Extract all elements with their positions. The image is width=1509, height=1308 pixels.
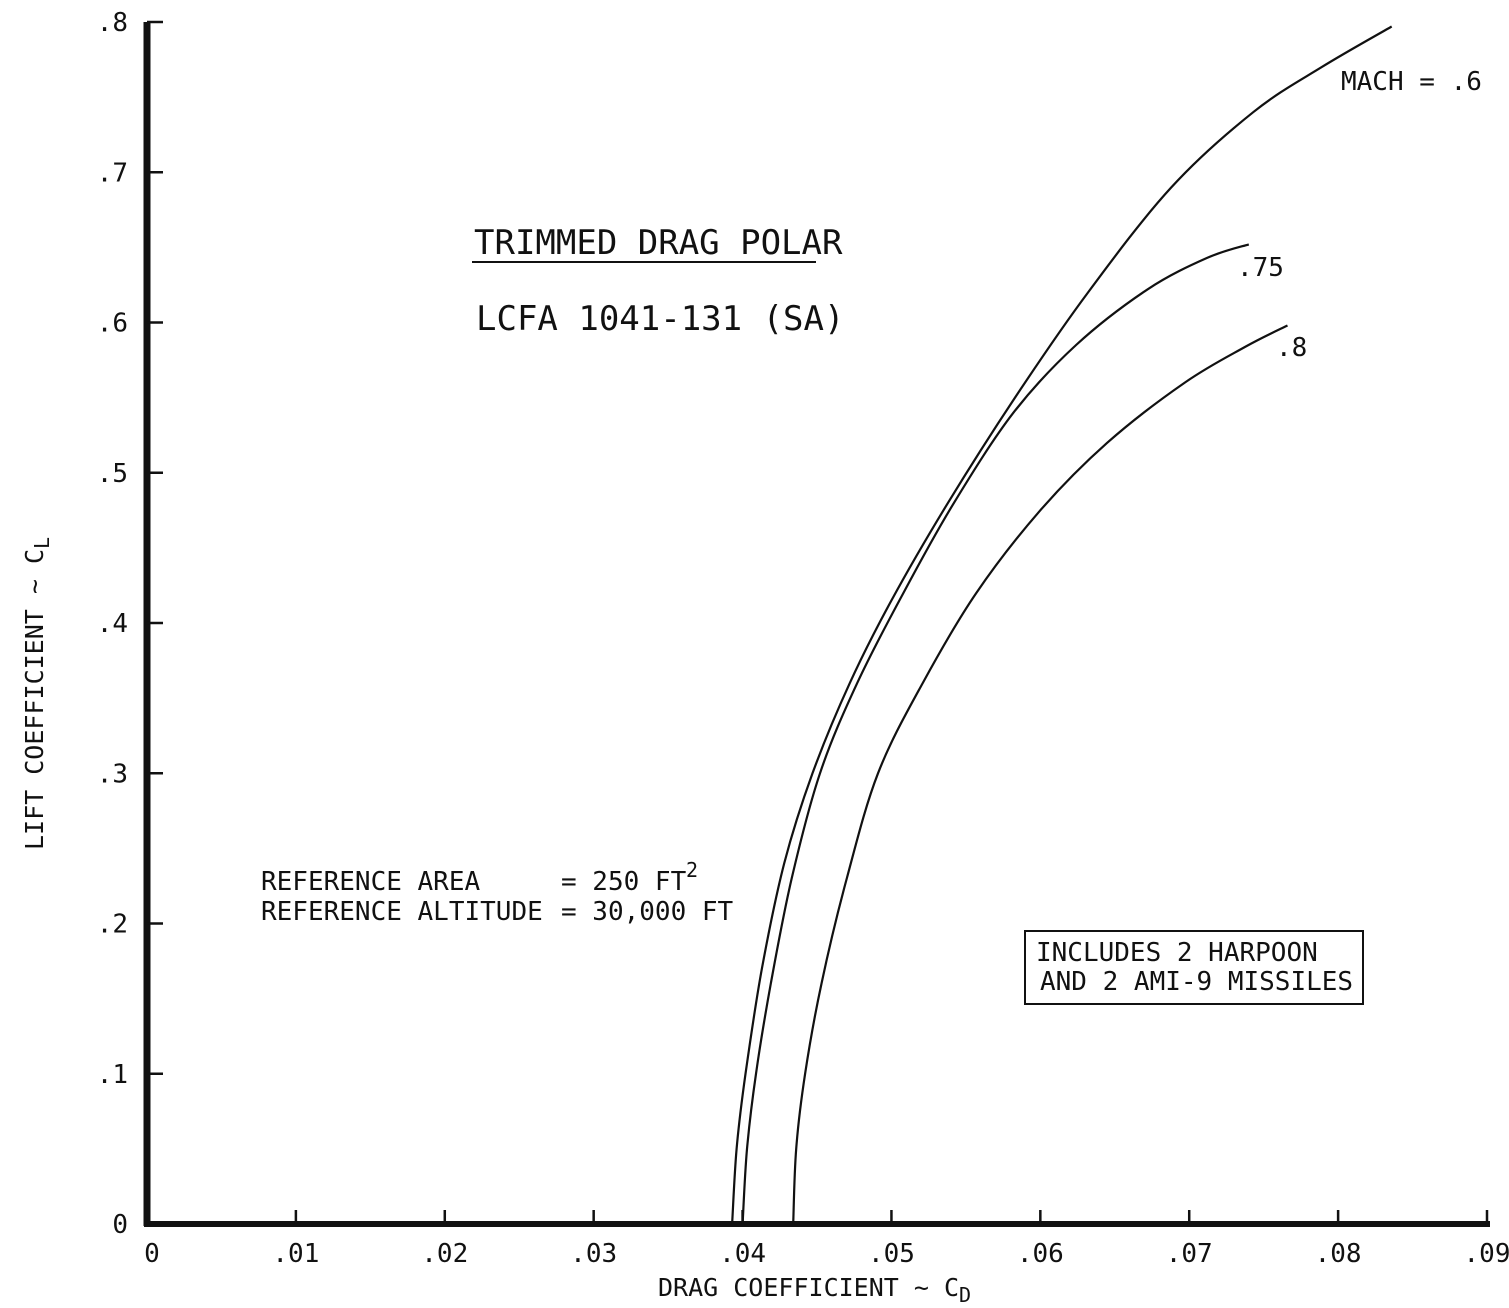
- x-axis-title-subscript: D: [959, 1283, 971, 1307]
- x-tick-label: .02: [421, 1239, 468, 1269]
- reference-area-superscript: 2: [686, 858, 698, 882]
- y-tick-label: .3: [97, 759, 128, 789]
- series-curves: [731, 25, 1393, 1225]
- reference-altitude-value: = 30,000 FT: [561, 897, 734, 927]
- x-tick-label: .05: [868, 1239, 915, 1269]
- x-tick-label: .01: [272, 1239, 319, 1269]
- x-tick-label: .08: [1315, 1239, 1362, 1269]
- y-tick-label: .1: [97, 1060, 128, 1090]
- y-tick-label: .7: [97, 158, 128, 188]
- missiles-note-line2: AND 2 AMI-9 MISSILES: [1040, 967, 1353, 997]
- series-label-mach-08: .8: [1276, 333, 1307, 363]
- y-tick-label: .8: [97, 8, 128, 38]
- y-axis-title: LIFT COEFFICIENT ~ CL: [20, 537, 54, 850]
- x-tick-label: .09: [1464, 1239, 1509, 1269]
- x-tick-label: .07: [1166, 1239, 1213, 1269]
- series-label-mach-06: MACH = .6: [1341, 67, 1482, 97]
- x-axis-title: DRAG COEFFICIENT ~ CD: [658, 1273, 971, 1307]
- x-tick-label: .06: [1017, 1239, 1064, 1269]
- y-axis-title-text: LIFT COEFFICIENT ~ C: [20, 549, 49, 850]
- reference-altitude-label: REFERENCE ALTITUDE: [261, 897, 543, 927]
- series-line-mach-06: [731, 25, 1393, 1225]
- y-tick-label: .6: [97, 309, 128, 339]
- y-axis-title-subscript: L: [30, 537, 54, 549]
- missiles-note-line1: INCLUDES 2 HARPOON: [1036, 938, 1318, 968]
- reference-area-label: REFERENCE AREA: [261, 867, 480, 897]
- missiles-note-box: [1024, 930, 1364, 1005]
- x-axis-title-text: DRAG COEFFICIENT ~ C: [658, 1273, 959, 1302]
- y-tick-label: .4: [97, 609, 128, 639]
- reference-area-value: = 250 FT: [561, 867, 687, 897]
- chart-title: TRIMMED DRAG POLAR: [474, 223, 843, 263]
- series-line-mach-08: [792, 324, 1288, 1225]
- series-label-mach-075: .75: [1237, 253, 1284, 283]
- y-tick-label: .2: [97, 910, 128, 940]
- x-tick-label: .03: [570, 1239, 617, 1269]
- y-tick-label: .5: [97, 459, 128, 489]
- series-line-mach-075: [741, 243, 1250, 1225]
- y-ticks: 0 .1 .2 .3 .4 .5 .6 .7 .8: [97, 8, 163, 1240]
- y-tick-label: 0: [112, 1210, 128, 1240]
- x-tick-label: .04: [719, 1239, 766, 1269]
- x-tick-label: 0: [144, 1239, 160, 1269]
- chart-subtitle: LCFA 1041-131 (SA): [476, 299, 844, 339]
- x-ticks: 0 .01 .02 .03 .04 .05 .06 .07 .08 .09: [144, 1210, 1509, 1269]
